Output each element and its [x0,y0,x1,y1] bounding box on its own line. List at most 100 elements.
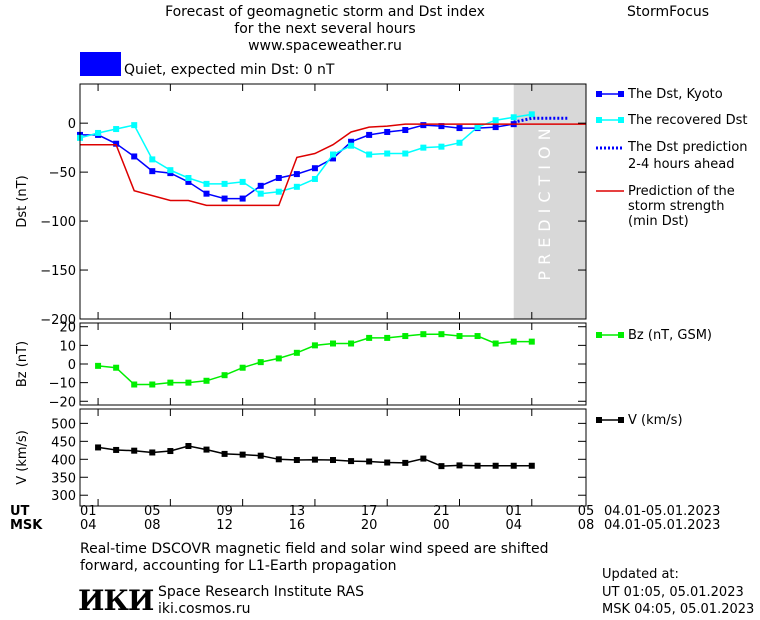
x-tick-label-ut: 01 [80,504,97,519]
x-tick-label-msk: 08 [578,518,595,533]
v-point-v-km-s [510,462,517,469]
institute-name: Space Research Institute RAS [158,584,364,600]
legend-bz-marker [618,332,624,338]
legend-dst-kyoto-marker [618,91,624,97]
dst-series-line-the-recovered-dst [79,113,532,195]
dst-point-the-dst-kyoto [402,127,409,134]
v-ytick-label: 300 [51,489,76,504]
bz-point-bz-nt-gsm [167,379,174,386]
bz-ytick-label: 20 [59,321,76,336]
legend-dst-prediction-label-2: 2-4 hours ahead [628,157,734,172]
bz-point-bz-nt-gsm [275,355,282,362]
bz-ylabel: Bz (nT) [15,341,30,387]
dst-point-the-dst-kyoto [293,171,300,178]
x-tick-label-ut: 21 [433,504,450,519]
bz-ytick-label: −20 [49,395,76,410]
dst-point-the-recovered-dst [293,183,300,190]
bz-point-bz-nt-gsm [366,334,373,341]
bz-point-bz-nt-gsm [474,333,481,340]
dst-point-the-recovered-dst [420,144,427,151]
bz-point-bz-nt-gsm [113,364,120,371]
dst-point-the-dst-kyoto [384,128,391,135]
v-point-v-km-s [257,452,264,459]
dst-ytick-label: 0 [68,117,76,132]
v-panel-frame [79,408,587,507]
bz-ytick-label: −10 [49,377,76,392]
dst-series-line-the-dst-prediction-2-4-hours-ahead [513,116,568,124]
x-tick-label-msk: 04 [505,518,522,533]
dst-point-the-recovered-dst [239,178,246,185]
dst-point-the-dst-kyoto [275,175,282,181]
dst-point-the-dst-kyoto [149,168,156,175]
dst-point-the-recovered-dst [402,150,409,157]
dst-point-the-recovered-dst [456,139,463,146]
dst-point-the-dst-kyoto [366,131,373,138]
bz-panel-frame [79,322,587,406]
bz-point-bz-nt-gsm [203,377,210,384]
v-point-v-km-s [438,463,445,470]
dst-point-the-recovered-dst [474,124,481,131]
x-tick-label-msk: 20 [361,518,378,533]
x-tick-label-ut: 17 [361,504,378,519]
legend-storm-strength-label: Prediction of the [628,184,735,199]
legend-dst-prediction-label: The Dst prediction [627,140,748,155]
dst-point-the-recovered-dst [528,111,535,118]
x-axis-ut-label: UT [10,504,30,519]
bz-point-bz-nt-gsm [528,338,535,345]
dst-point-the-recovered-dst [275,188,282,195]
bz-ytick-label: 10 [59,339,76,354]
v-point-v-km-s [167,448,174,455]
dst-point-the-recovered-dst [203,180,210,187]
dst-point-the-recovered-dst [221,180,228,187]
dst-ytick-label: −150 [40,264,76,279]
bz-point-bz-nt-gsm [239,364,246,371]
v-point-v-km-s [528,462,535,469]
dst-point-the-dst-kyoto [131,153,138,160]
v-ylabel: V (km/s) [15,430,30,485]
v-point-v-km-s [456,462,463,469]
dst-ylabel: Dst (nT) [15,175,30,227]
prediction-zone-label: PREDICTION [535,122,554,280]
bz-series-line-bz-nt-gsm [98,333,532,386]
v-point-v-km-s [221,450,228,457]
status-color-swatch [80,52,121,76]
bz-point-bz-nt-gsm [456,333,463,340]
v-point-v-km-s [366,458,373,465]
institute-url[interactable]: iki.cosmos.ru [158,601,251,617]
v-ytick-label: 350 [51,471,76,486]
v-ytick-label: 400 [51,453,76,468]
bz-point-bz-nt-gsm [257,359,264,366]
legend-dst-kyoto-marker [596,91,602,97]
v-point-v-km-s [348,458,355,465]
v-ytick-label: 450 [51,435,76,450]
x-tick-label-ut: 13 [289,504,306,519]
v-point-v-km-s [402,459,409,466]
bz-point-bz-nt-gsm [221,372,228,379]
v-point-v-km-s [492,462,499,469]
bz-point-bz-nt-gsm [438,331,445,338]
dst-point-the-recovered-dst [330,151,336,158]
v-point-v-km-s [131,447,138,454]
dst-ytick-label: −200 [40,313,76,328]
x-tick-label-ut: 01 [505,504,522,519]
x-tick-label-msk: 04 [80,518,97,533]
chart-title-line2: for the next several hours [234,21,416,37]
dst-point-the-dst-kyoto [185,178,192,185]
site-url[interactable]: www.spaceweather.ru [248,38,402,54]
dst-point-the-dst-kyoto [456,125,463,132]
dst-point-the-recovered-dst [311,175,318,182]
v-point-v-km-s [239,451,246,458]
v-point-v-km-s [203,446,210,453]
dst-series-line-prediction-of-the-storm-strength-min-dst [80,123,586,207]
dst-point-the-dst-kyoto [348,138,355,145]
dst-ytick-label: −100 [40,215,76,230]
bz-ytick-label: 0 [68,358,76,373]
dst-point-the-recovered-dst [257,190,264,197]
legend-bz-marker [596,332,602,338]
dst-point-the-dst-kyoto [492,124,499,131]
bz-point-bz-nt-gsm [348,340,355,347]
footnote-line2: forward, accounting for L1-Earth propaga… [80,558,397,574]
status-text: Quiet, expected min Dst: 0 nT [124,62,335,78]
legend-recovered-dst-marker [596,117,602,123]
